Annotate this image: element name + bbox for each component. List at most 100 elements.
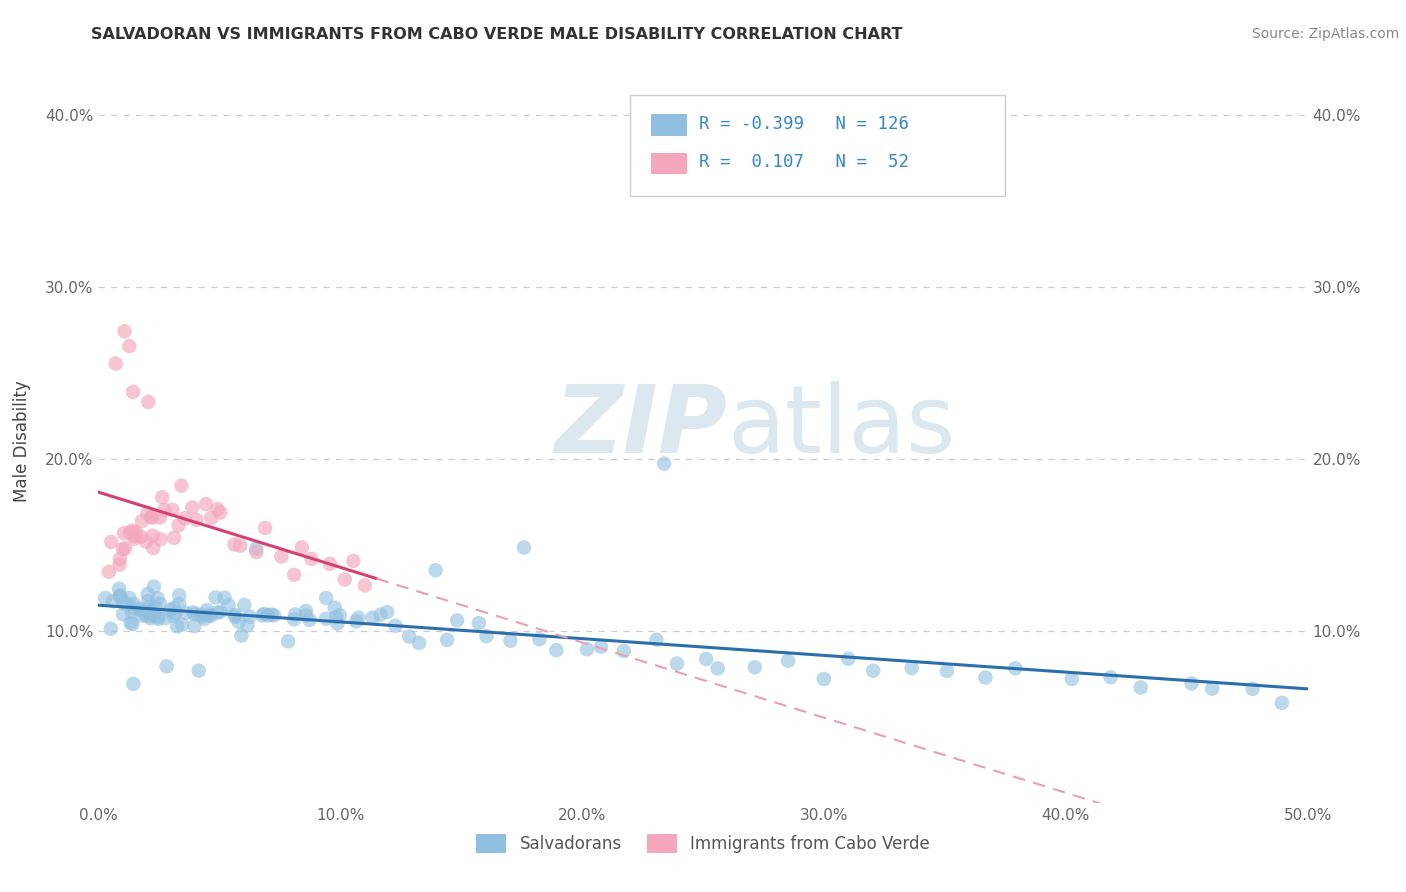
Point [111, 542, 134, 557]
Point [935, 664, 957, 678]
Point [114, 324, 136, 338]
Point [195, 497, 218, 511]
Point [129, 530, 152, 544]
Point [900, 661, 922, 675]
Point [131, 608, 153, 623]
Text: SALVADORAN VS IMMIGRANTS FROM CABO VERDE MALE DISABILITY CORRELATION CHART: SALVADORAN VS IMMIGRANTS FROM CABO VERDE… [91, 27, 903, 42]
Point [139, 604, 162, 618]
Point [163, 600, 186, 615]
Point [135, 607, 157, 622]
Point [299, 551, 322, 566]
Point [1099, 670, 1122, 684]
Point [143, 608, 166, 623]
Point [1004, 661, 1026, 675]
Point [138, 609, 160, 624]
Point [499, 633, 522, 648]
Point [186, 513, 208, 527]
Point [1060, 672, 1083, 686]
Point [149, 510, 172, 524]
Bar [651, 114, 688, 136]
Point [170, 478, 193, 492]
Point [224, 537, 246, 551]
Point [1271, 696, 1294, 710]
Point [436, 632, 458, 647]
Y-axis label: Male Disability: Male Disability [13, 381, 31, 502]
Point [245, 545, 267, 559]
Point [114, 541, 136, 556]
Point [198, 607, 221, 622]
Point [136, 594, 159, 608]
Point [111, 607, 134, 622]
Point [118, 525, 141, 540]
Point [194, 612, 217, 626]
Point [214, 591, 236, 605]
Point [148, 612, 170, 626]
Point [291, 541, 314, 555]
Point [173, 511, 195, 525]
Point [204, 591, 226, 605]
Point [162, 503, 184, 517]
Point [342, 554, 364, 568]
Point [546, 643, 568, 657]
Point [131, 514, 153, 528]
Point [260, 607, 283, 622]
Point [138, 600, 160, 615]
Point [778, 654, 800, 668]
Point [326, 616, 349, 631]
Point [353, 578, 375, 592]
Point [101, 594, 124, 608]
Point [121, 617, 143, 632]
Point [156, 659, 179, 673]
Point [253, 607, 276, 621]
Point [245, 541, 267, 556]
Point [163, 531, 186, 545]
Point [149, 532, 172, 546]
Point [187, 664, 209, 678]
Point [200, 608, 222, 623]
Point [529, 632, 551, 647]
Point [252, 608, 274, 623]
Point [150, 490, 173, 504]
Point [162, 608, 184, 623]
Point [139, 510, 162, 524]
Point [205, 606, 228, 620]
Point [108, 558, 131, 572]
Point [384, 619, 406, 633]
Point [112, 526, 135, 541]
Point [124, 529, 146, 543]
Point [135, 534, 157, 549]
Point [122, 384, 145, 399]
Point [108, 589, 131, 603]
Point [120, 615, 142, 630]
Point [323, 600, 346, 615]
Point [231, 629, 253, 643]
Point [329, 608, 352, 623]
Point [576, 642, 599, 657]
Point [167, 597, 190, 611]
Point [744, 660, 766, 674]
Point [174, 606, 197, 620]
Point [837, 651, 859, 665]
Point [139, 611, 162, 625]
Point [136, 506, 159, 520]
Point [153, 503, 176, 517]
Point [121, 604, 143, 618]
Point [1180, 676, 1202, 690]
Point [375, 605, 398, 619]
Point [1129, 681, 1152, 695]
Point [124, 602, 146, 616]
Point [100, 622, 122, 636]
Point [136, 395, 159, 409]
Point [333, 573, 356, 587]
Point [475, 629, 498, 643]
Text: ZIP: ZIP [554, 381, 727, 473]
Point [224, 607, 246, 622]
Point [236, 618, 259, 632]
Point [183, 619, 205, 633]
Point [974, 671, 997, 685]
Text: R = -0.399   N = 126: R = -0.399 N = 126 [699, 115, 910, 133]
Point [1201, 681, 1223, 696]
Point [115, 598, 138, 612]
Point [218, 598, 240, 612]
Point [257, 608, 280, 623]
